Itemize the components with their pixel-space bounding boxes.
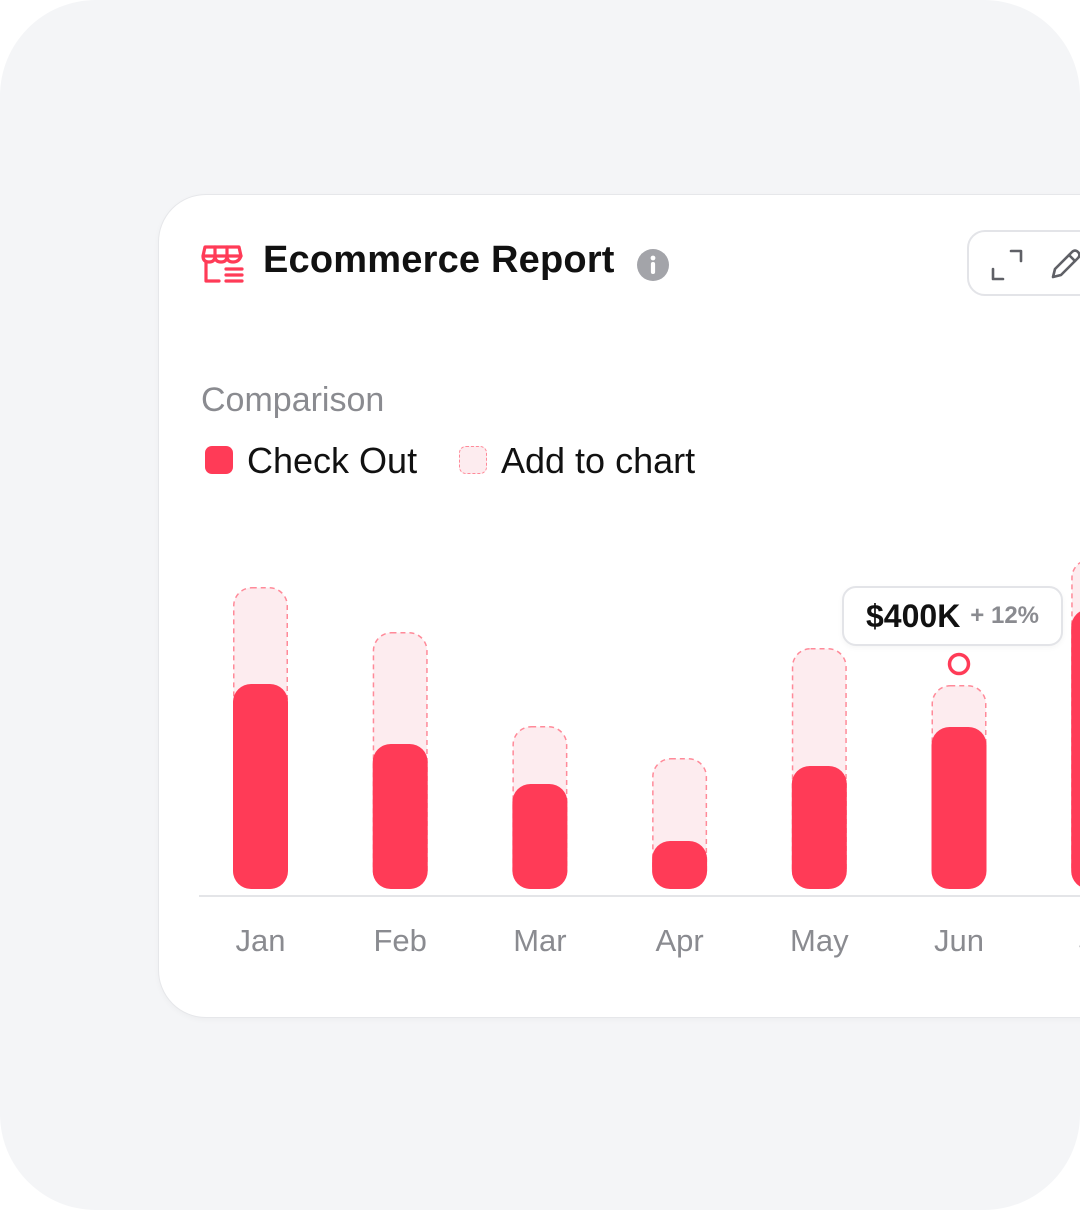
legend-swatch-add-to-chart — [459, 446, 487, 474]
bar-check-out-mar — [512, 784, 568, 889]
card-title: Ecommerce Report — [263, 239, 615, 281]
chart-subtitle: Comparison — [201, 381, 385, 419]
x-tick-jun: Jun — [934, 923, 984, 958]
tooltip-change: + 12% — [970, 602, 1040, 629]
expand-icon[interactable] — [987, 245, 1027, 285]
bar-check-out-apr — [652, 841, 708, 889]
x-tick-may: May — [790, 923, 849, 958]
bar-check-out-may — [791, 766, 847, 889]
store-icon — [201, 245, 244, 283]
x-tick-mar: Mar — [513, 923, 566, 958]
legend-label-check-out: Check Out — [247, 440, 418, 481]
bar-chart: Jan Feb Mar Apr May Jun Jul — [199, 561, 1080, 958]
legend-label-add-to-chart: Add to chart — [501, 440, 696, 481]
bar-check-out-jun — [931, 727, 987, 889]
chart-tooltip: $400K + 12% — [842, 586, 1064, 646]
x-tick-jul: Jul — [1079, 923, 1080, 958]
x-tick-jan: Jan — [236, 923, 286, 958]
card-toolbar — [967, 230, 1080, 296]
highlight-point-jun — [947, 652, 971, 676]
bar-check-out-jan — [233, 684, 288, 889]
ecommerce-report-card: Ecommerce Report Comparison — [158, 194, 1080, 1018]
legend-swatch-check-out — [205, 446, 233, 474]
x-tick-feb: Feb — [373, 923, 426, 958]
bar-check-out-jul — [1071, 611, 1080, 887]
info-icon[interactable] — [637, 249, 669, 281]
tooltip-value: $400K — [866, 597, 961, 634]
bar-check-out-feb — [372, 744, 428, 889]
pencil-icon[interactable] — [1045, 245, 1080, 285]
x-tick-apr: Apr — [655, 923, 703, 958]
